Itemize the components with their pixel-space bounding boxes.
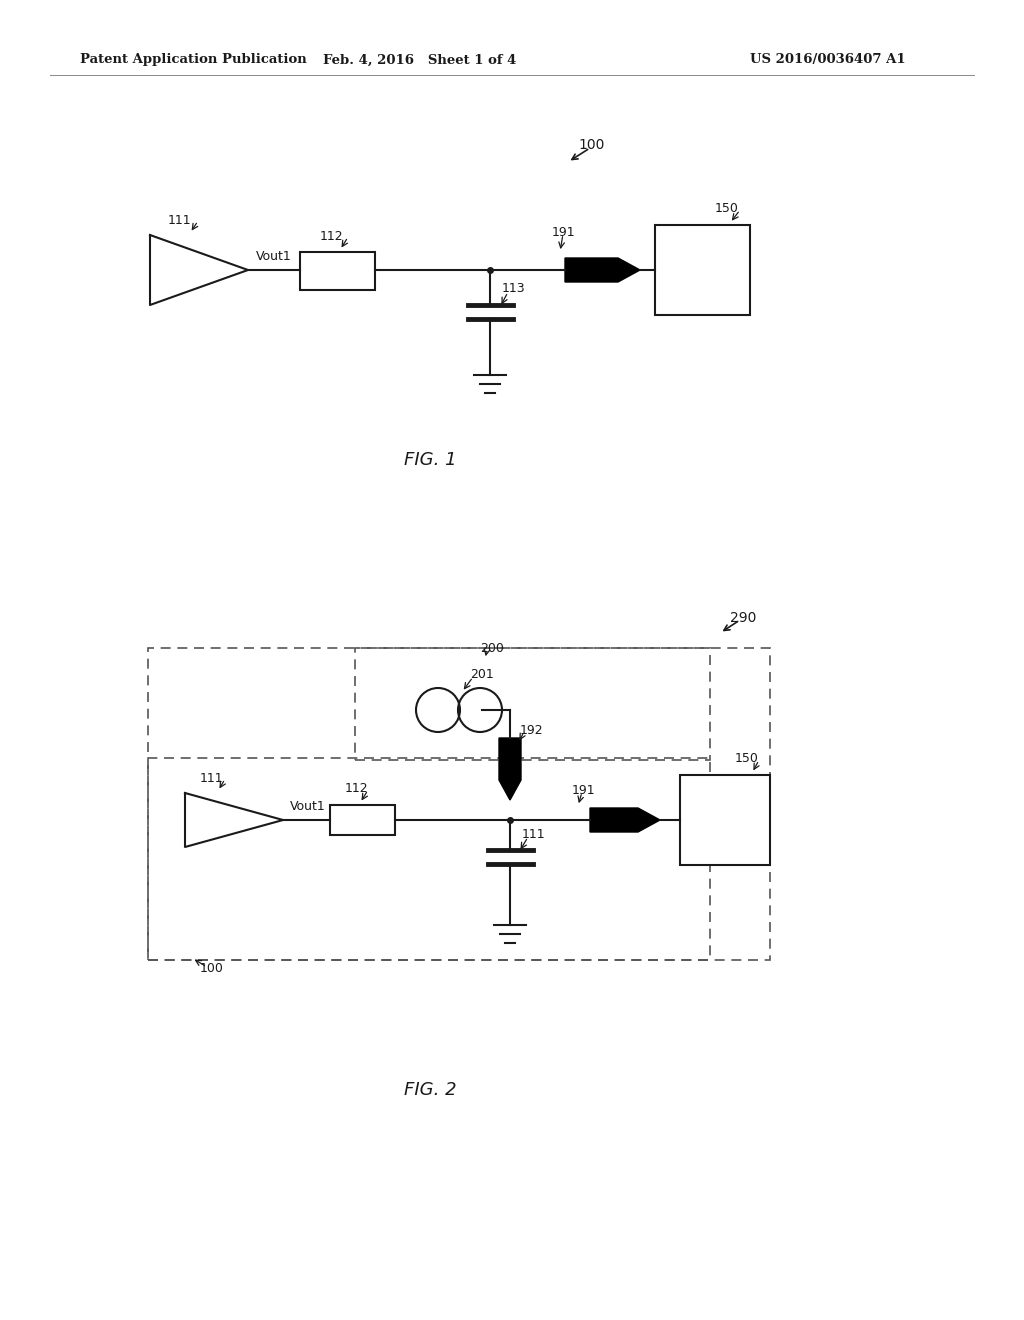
Bar: [148, 648, 770, 960]
FancyArrow shape: [565, 257, 640, 282]
Text: 191: 191: [552, 226, 575, 239]
Text: FIG. 1: FIG. 1: [403, 451, 457, 469]
Text: 111: 111: [200, 771, 223, 784]
Text: 150: 150: [735, 752, 759, 766]
Text: 111: 111: [522, 828, 546, 841]
Text: 112: 112: [345, 783, 369, 796]
Bar: [300, 252, 375, 290]
Text: 192: 192: [520, 723, 544, 737]
Bar: [330, 805, 395, 836]
Bar: [148, 758, 710, 960]
Text: 111: 111: [168, 214, 191, 227]
Text: Vout1: Vout1: [256, 251, 292, 264]
Text: 100: 100: [200, 961, 224, 974]
Text: 112: 112: [319, 230, 344, 243]
FancyArrow shape: [590, 808, 660, 832]
Text: Feb. 4, 2016   Sheet 1 of 4: Feb. 4, 2016 Sheet 1 of 4: [324, 54, 517, 66]
Text: 150: 150: [715, 202, 739, 215]
Bar: [655, 224, 750, 315]
Text: 191: 191: [572, 784, 596, 796]
Text: 200: 200: [480, 642, 504, 655]
FancyArrow shape: [499, 738, 521, 800]
Text: US 2016/0036407 A1: US 2016/0036407 A1: [750, 54, 905, 66]
Text: FIG. 2: FIG. 2: [403, 1081, 457, 1100]
Text: Vout1: Vout1: [290, 800, 326, 813]
Text: 100: 100: [578, 139, 604, 152]
Text: 201: 201: [470, 668, 494, 681]
Text: 290: 290: [730, 611, 757, 624]
Bar: [680, 775, 770, 865]
Text: Patent Application Publication: Patent Application Publication: [80, 54, 307, 66]
Text: 113: 113: [502, 282, 525, 296]
Bar: [355, 648, 710, 760]
